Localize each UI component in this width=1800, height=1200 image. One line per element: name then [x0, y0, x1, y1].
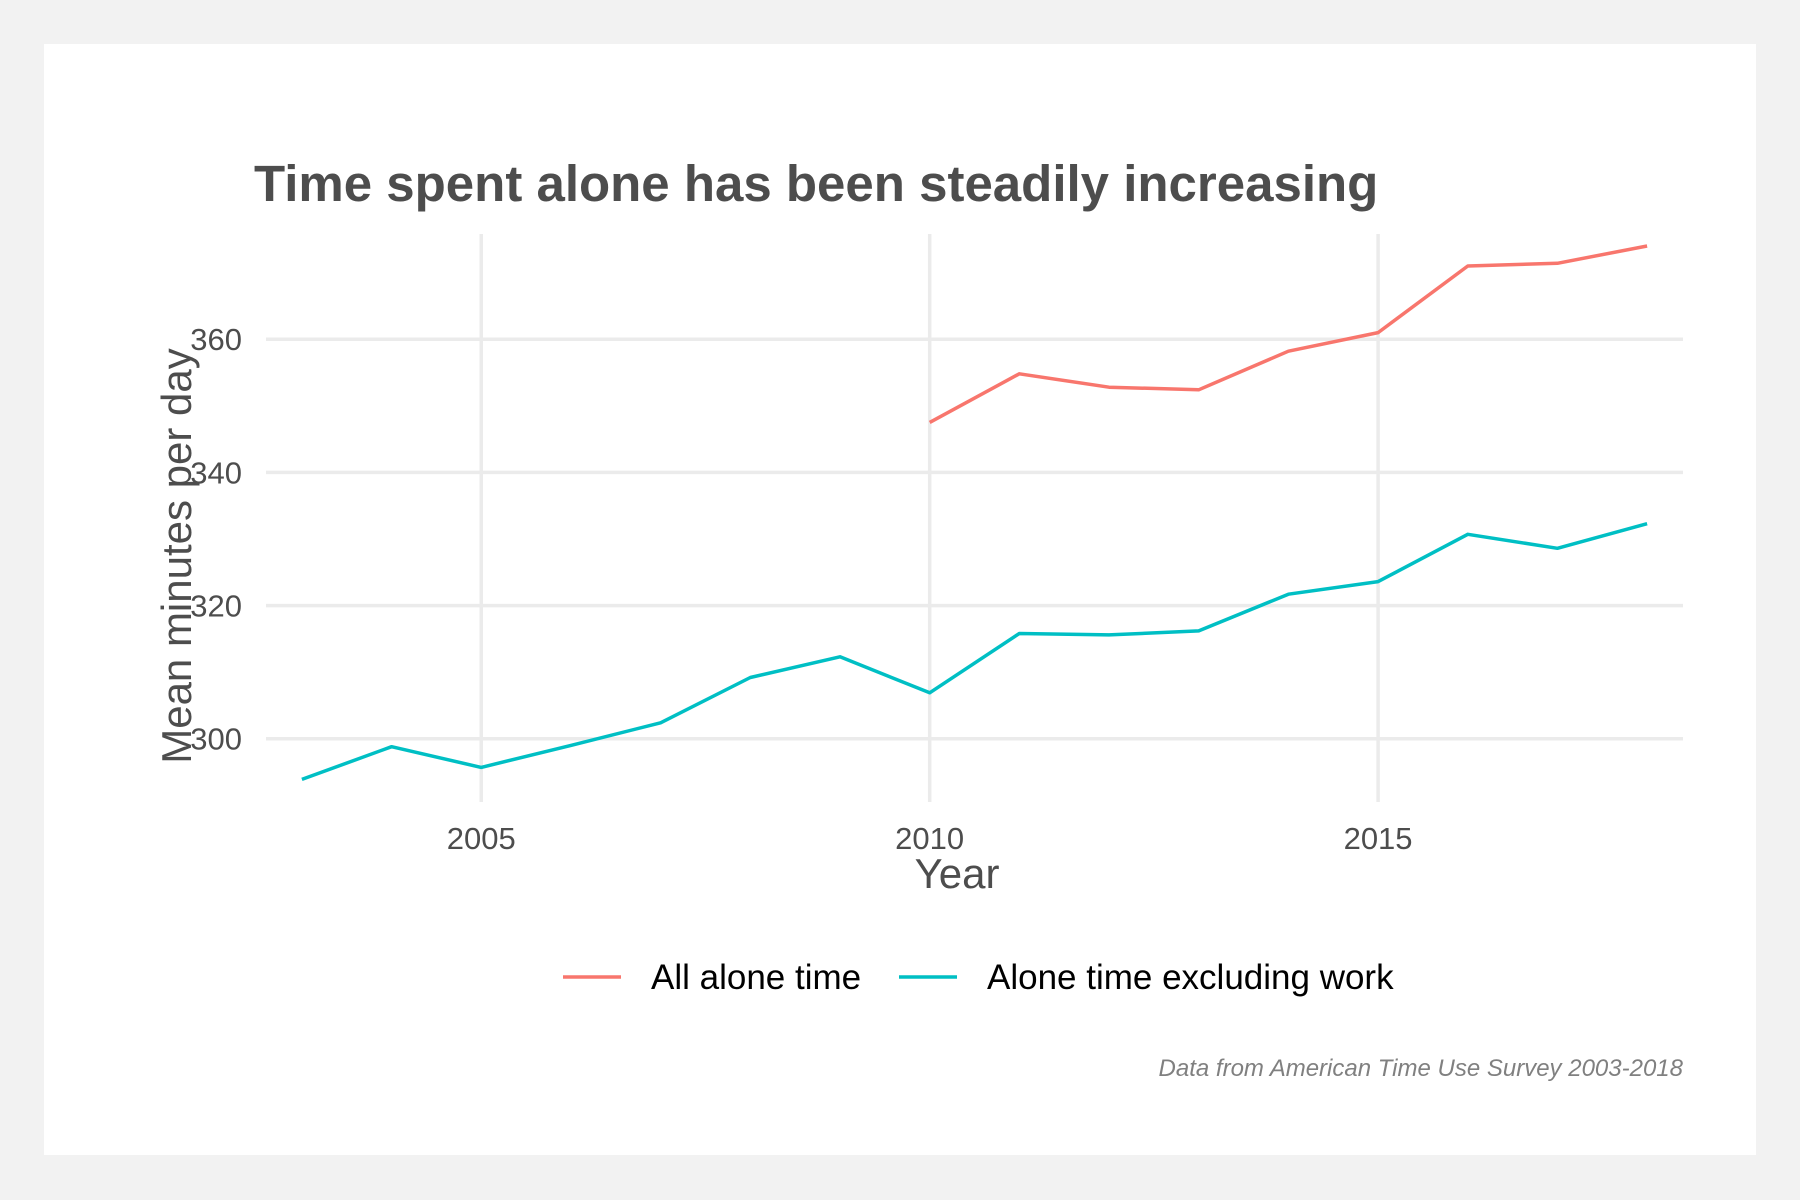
caption: Data from American Time Use Survey 2003-… [1159, 1055, 1684, 1082]
x-axis-ticks: 2005 2010 2015 [447, 821, 1413, 856]
chart-title: Time spent alone has been steadily incre… [254, 155, 1378, 212]
series-line-alone-time-excluding-work [301, 522, 1648, 782]
x-tick-label: 2015 [1344, 821, 1413, 856]
x-tick-label: 2005 [447, 821, 516, 856]
y-tick-label: 360 [190, 322, 242, 357]
y-tick-label: 300 [190, 722, 242, 757]
legend: All alone time Alone time excluding work [563, 958, 1394, 997]
series-line-all-alone-time [928, 244, 1648, 424]
x-tick-label: 2010 [895, 821, 964, 856]
chart-card: Time spent alone has been steadily incre… [44, 44, 1756, 1155]
line-chart: Time spent alone has been steadily incre… [153, 155, 1684, 1082]
y-axis-label: Mean minutes per day [153, 348, 200, 764]
legend-label-2: Alone time excluding work [987, 958, 1394, 997]
x-axis-label: Year [915, 850, 1000, 897]
y-tick-label: 340 [190, 455, 242, 490]
grid [266, 234, 1683, 802]
legend-label-1: All alone time [651, 958, 861, 997]
y-tick-label: 320 [190, 589, 242, 624]
y-axis-ticks: 300 320 340 360 [190, 322, 242, 757]
series-lines [301, 244, 1648, 782]
